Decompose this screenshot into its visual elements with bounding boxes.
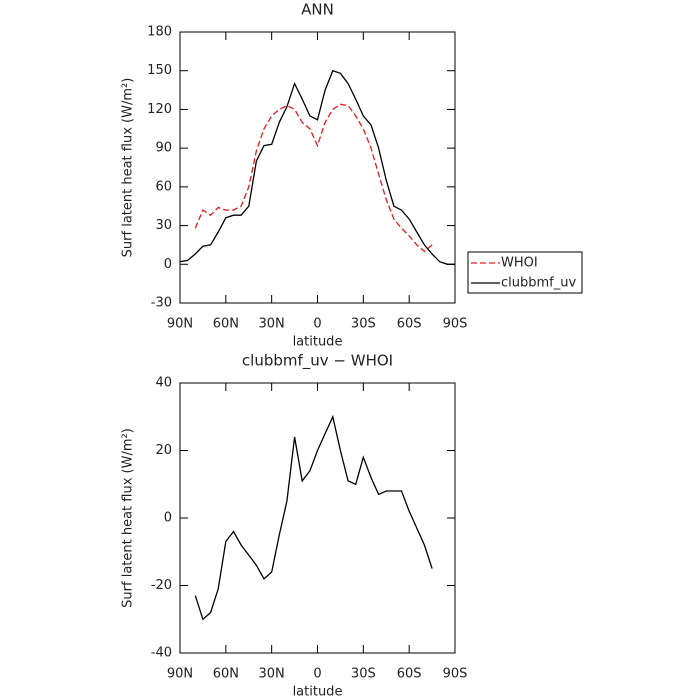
y-tick-label: 30	[155, 218, 172, 233]
y-tick-label: 40	[155, 376, 172, 391]
x-tick-label: 90N	[167, 317, 193, 332]
chart-title: clubbmf_uv − WHOI	[242, 352, 393, 371]
x-tick-label: 60S	[397, 317, 422, 332]
y-tick-label: 0	[164, 511, 172, 526]
data-line	[179, 69, 455, 265]
legend-label: clubbmf_uv	[501, 276, 576, 291]
y-tick-label: 90	[155, 141, 172, 156]
x-axis-label: latitude	[293, 685, 343, 700]
x-tick-label: 90N	[167, 667, 193, 682]
y-axis-label: Surf latent heat flux (W/m²)	[121, 78, 136, 258]
chart-title: ANN	[301, 1, 334, 19]
x-tick-label: 0	[313, 667, 321, 682]
y-tick-label: 0	[164, 257, 172, 272]
y-tick-label: 180	[147, 25, 172, 40]
y-tick-label: -30	[151, 296, 172, 311]
x-tick-label: 30S	[351, 667, 376, 682]
x-axis-label: latitude	[293, 335, 343, 350]
y-tick-label: 150	[147, 63, 172, 78]
y-tick-label: 120	[147, 102, 172, 117]
x-tick-label: 90S	[443, 317, 468, 332]
x-tick-label: 30N	[259, 317, 285, 332]
x-tick-label: 60N	[213, 667, 239, 682]
x-tick-label: 30N	[259, 667, 285, 682]
y-tick-label: 20	[155, 443, 172, 458]
y-tick-label: 60	[155, 179, 172, 194]
y-tick-label: -20	[151, 578, 172, 593]
plot-frame	[179, 382, 456, 654]
y-axis-label: Surf latent heat flux (W/m²)	[121, 428, 136, 608]
x-tick-label: 60N	[213, 317, 239, 332]
plot-frame	[179, 31, 456, 304]
y-tick-label: -40	[151, 646, 172, 661]
x-tick-label: 0	[313, 317, 321, 332]
data-line	[194, 414, 433, 621]
x-tick-label: 90S	[443, 667, 468, 682]
x-tick-label: 60S	[397, 667, 422, 682]
legend-label: WHOI	[501, 256, 538, 271]
data-line	[194, 103, 433, 253]
x-tick-label: 30S	[351, 317, 376, 332]
legend-box	[467, 251, 583, 294]
